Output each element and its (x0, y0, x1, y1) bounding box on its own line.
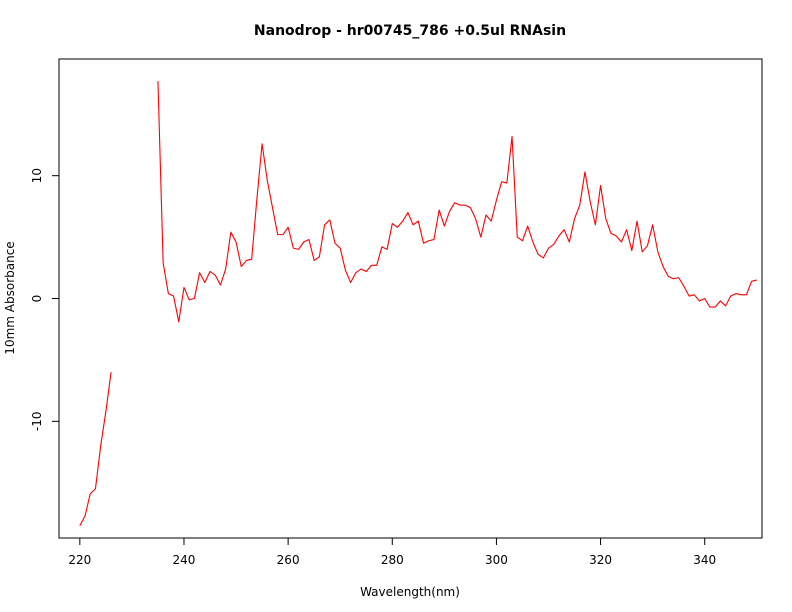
x-tick-label: 220 (68, 553, 91, 567)
x-tick-label: 240 (173, 553, 196, 567)
x-axis: 220 240 260 280 300 320 340 (68, 537, 716, 567)
chart-title: Nanodrop - hr00745_786 +0.5ul RNAsin (254, 23, 566, 39)
x-tick-label: 340 (693, 553, 716, 567)
series-line-segment (157, 81, 757, 323)
series-line-segment (79, 372, 112, 526)
series-layer (79, 81, 757, 526)
x-axis-label: Wavelength(nm) (360, 585, 460, 599)
y-axis-label: 10mm Absorbance (3, 241, 17, 354)
y-tick-label: 0 (30, 295, 44, 303)
x-tick-label: 320 (589, 553, 612, 567)
x-tick-label: 260 (277, 553, 300, 567)
x-tick-label: 300 (485, 553, 508, 567)
y-tick-label: 10 (30, 168, 44, 183)
y-tick-label: -10 (30, 412, 44, 432)
x-tick-label: 280 (381, 553, 404, 567)
plot-frame (58, 58, 763, 539)
y-axis: -10 0 10 (30, 168, 60, 432)
